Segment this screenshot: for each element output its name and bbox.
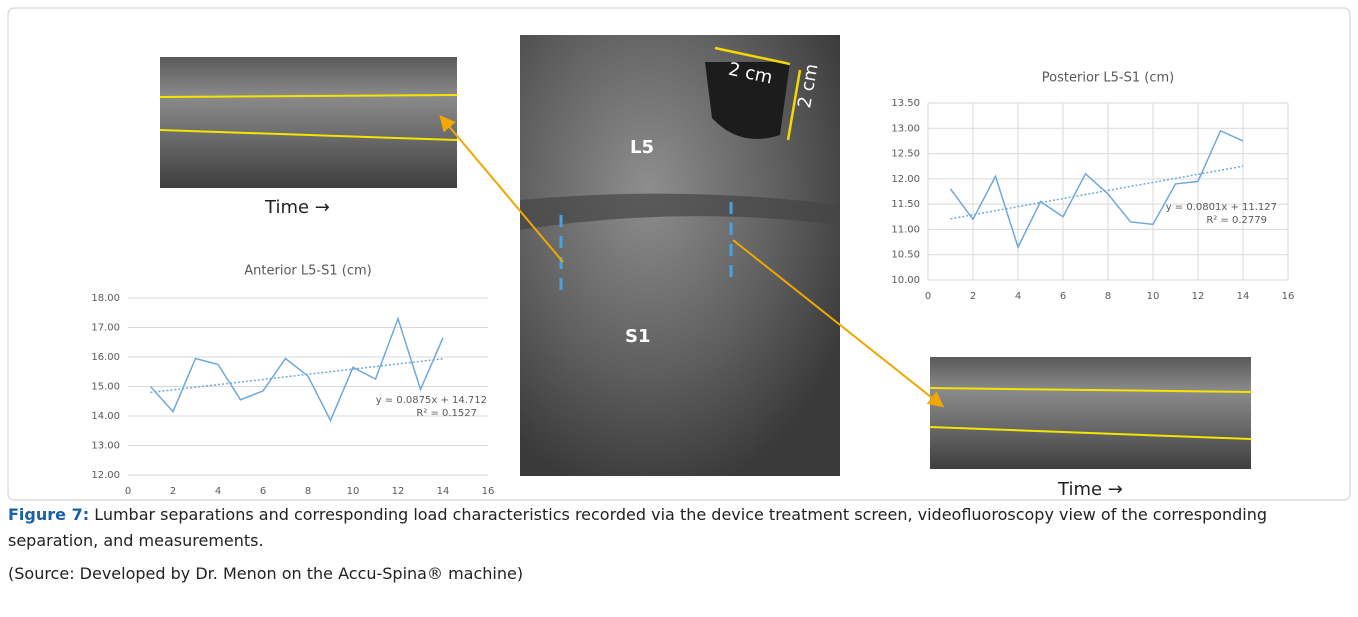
x-tick-label: 2 <box>170 486 176 497</box>
caption-text: Lumbar separations and corresponding loa… <box>8 505 1267 550</box>
y-tick-label: 13.50 <box>891 98 920 109</box>
x-tick-label: 0 <box>125 486 131 497</box>
x-tick-label: 8 <box>1105 291 1111 302</box>
x-tick-label: 14 <box>437 486 450 497</box>
y-tick-label: 17.00 <box>91 323 120 334</box>
y-tick-label: 11.00 <box>891 224 920 235</box>
y-tick-label: 13.00 <box>891 123 920 134</box>
time-label: Time → <box>264 197 330 218</box>
x-tick-label: 10 <box>347 486 360 497</box>
annotation: y = 0.0801x + 11.127 <box>1166 202 1277 213</box>
caption-source: (Source: Developed by Dr. Menon on the A… <box>8 564 523 583</box>
x-tick-label: 8 <box>305 486 311 497</box>
trend-line <box>151 359 444 393</box>
x-tick-label: 6 <box>260 486 266 497</box>
chart-title: Anterior L5-S1 (cm) <box>244 264 371 279</box>
x-tick-label: 12 <box>392 486 405 497</box>
page: L5 S1 2 cm 2 cm Time → Time → Anterior L… <box>0 0 1358 617</box>
chart-title: Posterior L5-S1 (cm) <box>1042 71 1174 86</box>
x-tick-label: 14 <box>1237 291 1250 302</box>
caption-label: Figure 7: <box>8 505 89 524</box>
y-tick-label: 10.50 <box>891 250 920 261</box>
fluoro-image <box>520 35 840 476</box>
x-tick-label: 16 <box>482 486 495 497</box>
x-tick-label: 16 <box>1282 291 1295 302</box>
caption: Figure 7: Lumbar separations and corresp… <box>8 502 1353 554</box>
y-tick-label: 15.00 <box>91 382 120 393</box>
x-tick-label: 10 <box>1147 291 1160 302</box>
annotation: R² = 0.1527 <box>416 408 477 419</box>
y-tick-label: 18.00 <box>91 293 120 304</box>
x-tick-label: 4 <box>215 486 221 497</box>
s1-label: S1 <box>625 326 651 347</box>
y-tick-label: 11.50 <box>891 199 920 210</box>
y-tick-label: 12.00 <box>891 174 920 185</box>
x-tick-label: 6 <box>1060 291 1066 302</box>
annotation: y = 0.0875x + 14.712 <box>376 395 487 406</box>
time-label: Time → <box>1057 479 1123 500</box>
y-tick-label: 16.00 <box>91 352 120 363</box>
y-tick-label: 14.00 <box>91 411 120 422</box>
l5-label: L5 <box>630 137 654 158</box>
y-tick-label: 12.50 <box>891 149 920 160</box>
annotation: R² = 0.2779 <box>1206 215 1267 226</box>
x-tick-label: 12 <box>1192 291 1205 302</box>
y-tick-label: 13.00 <box>91 441 120 452</box>
y-tick-label: 10.00 <box>891 275 920 286</box>
x-tick-label: 4 <box>1015 291 1021 302</box>
x-tick-label: 2 <box>970 291 976 302</box>
kymograph <box>160 57 457 188</box>
x-tick-label: 0 <box>925 291 931 302</box>
y-tick-label: 12.00 <box>91 470 120 481</box>
kymograph <box>930 357 1251 469</box>
